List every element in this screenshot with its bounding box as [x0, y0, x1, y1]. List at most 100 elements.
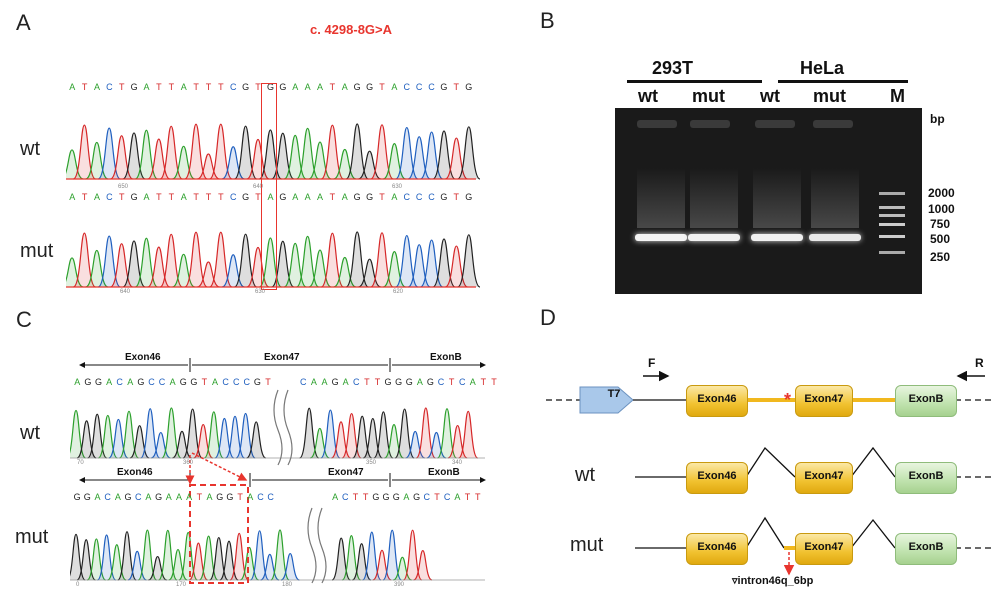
wt-chromatogram-a — [66, 123, 481, 180]
chromatogram-peak — [370, 124, 394, 180]
chromatogram-peak — [246, 421, 267, 459]
unit-label: bp — [930, 112, 945, 126]
mut-tick-a: 640 — [120, 289, 131, 295]
ladder-band — [879, 206, 905, 209]
exonb-mut: ExonB — [895, 533, 957, 565]
sequence-base: A — [317, 82, 324, 92]
chromatogram-peak — [345, 231, 369, 288]
sequence-base: G — [242, 82, 250, 92]
sequence-base: C — [353, 377, 360, 387]
sequence-base: A — [69, 192, 76, 202]
sequence-base: C — [134, 492, 142, 502]
lane-label: mut — [813, 86, 846, 106]
chromatogram-peak — [370, 232, 394, 288]
sequence-base: A — [94, 492, 101, 502]
exonb-wt: ExonB — [895, 462, 957, 494]
sequence-base: T — [168, 82, 175, 92]
sequence-base: T — [196, 492, 203, 502]
marker-size: 1000 — [928, 202, 955, 216]
chromatogram-peak — [320, 232, 345, 288]
insertion-label: ▿intron46q_6bp — [732, 575, 814, 587]
sequence-base: A — [391, 82, 398, 92]
cell-line-bar-293t — [627, 80, 762, 83]
panel-label-d: D — [540, 305, 556, 330]
sequence-base: A — [310, 377, 317, 387]
sequence-base: C — [106, 192, 113, 202]
sequence-base: G — [130, 82, 138, 92]
exon-label: Exon46 — [697, 470, 737, 482]
sequence-base: T — [156, 82, 162, 92]
sequence-base: A — [292, 192, 299, 202]
chromatogram-c — [70, 358, 486, 584]
sequence-base: G — [155, 492, 163, 502]
primer-r-label: R — [975, 356, 984, 370]
sequence-base: G — [179, 377, 187, 387]
sequence-base: T — [434, 492, 440, 502]
sequence-base: G — [353, 192, 361, 202]
gel-smear — [811, 168, 859, 228]
sequence-base: C — [300, 377, 307, 387]
chromatogram-peak — [345, 123, 369, 180]
exon-label: Exon47 — [804, 541, 844, 553]
sequence-base: G — [353, 82, 361, 92]
sequence-base: A — [106, 377, 113, 387]
sequence-base: T — [265, 377, 271, 387]
wt-tick-c: 360 — [183, 460, 194, 466]
sequence-base: A — [454, 492, 461, 502]
wt-tick-c: 340 — [452, 460, 463, 466]
sequence-base: T — [448, 377, 455, 387]
sequence-base: C — [437, 377, 445, 387]
wt-chromatogram-c — [70, 407, 479, 459]
sequence-base: A — [416, 377, 423, 387]
chromatogram-peak — [270, 529, 290, 581]
sequence-base: G — [372, 492, 380, 502]
ladder-band — [879, 251, 905, 254]
exon47-mut: Exon47 — [795, 533, 853, 565]
sequence-base: G — [465, 82, 473, 92]
sequence-base: T — [218, 82, 224, 92]
panel-label-c: C — [16, 307, 32, 332]
sequence-base: C — [428, 192, 435, 202]
chromatogram-peak — [280, 552, 300, 581]
chromatogram-peak — [161, 407, 182, 459]
sequence-base: G — [405, 377, 413, 387]
marker-size: 500 — [930, 232, 951, 246]
sequence-base: G — [279, 192, 287, 202]
sequence-base: G — [384, 377, 392, 387]
sequence-base: T — [364, 377, 370, 387]
sequence-base: G — [395, 377, 403, 387]
sequence-base: T — [205, 192, 212, 202]
marker-size: 250 — [930, 250, 951, 264]
wt-tick-c: 70 — [77, 460, 84, 466]
chromatogram-peak — [402, 529, 423, 581]
lane-label: wt — [638, 86, 658, 106]
sequence-base: A — [206, 492, 213, 502]
mut-tick-c: 390 — [394, 582, 405, 588]
sequence-base: A — [304, 82, 311, 92]
wt-tick-a: 640 — [253, 184, 264, 190]
sequence-base: G — [440, 192, 448, 202]
sequence-base: A — [247, 492, 254, 502]
sequence-base: A — [175, 492, 182, 502]
sequence-base: T — [352, 492, 359, 502]
sequence-base: G — [190, 377, 198, 387]
sequence-base: T — [374, 377, 381, 387]
gel-smear — [637, 168, 685, 228]
sequence-base: T — [119, 192, 125, 202]
sequence-base: G — [465, 192, 473, 202]
gel-smear — [690, 168, 738, 228]
chromatogram-peak — [72, 124, 97, 180]
marker-lane-label: M — [890, 86, 905, 106]
sequence-base: A — [292, 82, 299, 92]
sequence-base: A — [145, 492, 152, 502]
chromatogram-peak — [209, 123, 233, 180]
sequence-base: G — [413, 492, 421, 502]
sequence-base: C — [106, 82, 113, 92]
chromatogram-peak — [137, 529, 158, 581]
sequence-base: C — [403, 192, 410, 202]
exon47-wt: Exon47 — [795, 462, 853, 494]
chromatogram-peak — [362, 531, 382, 581]
wt-tick-a: 630 — [392, 184, 403, 190]
chromatogram-peak — [457, 126, 481, 180]
